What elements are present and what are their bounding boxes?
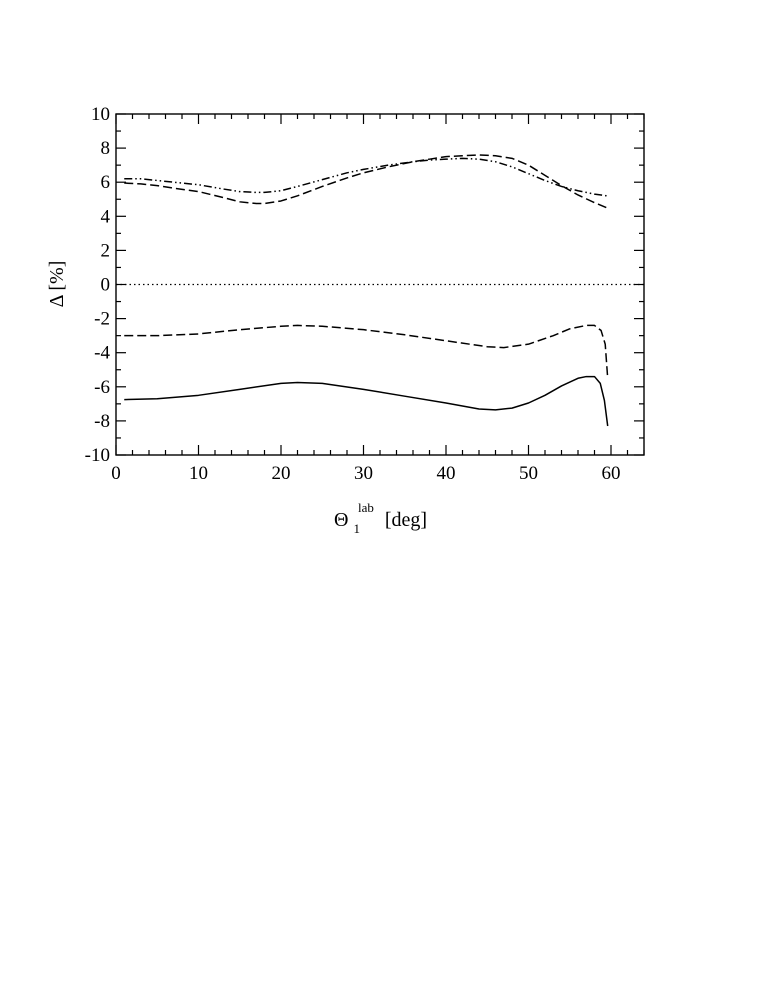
y-tick-label: -8	[94, 411, 110, 432]
y-tick-label: 8	[101, 138, 111, 159]
x-tick-label: 20	[272, 463, 291, 484]
series-line-5-solid	[124, 375, 609, 427]
axis-ticks	[115, 113, 645, 456]
x-axis-label-unit: [deg]	[385, 509, 427, 531]
y-tick-label: 10	[91, 104, 110, 125]
tick-labels: 0 10 20 30 40 50 60 -10 -8 -6 -4 -2 0 2 4 6 8 10	[85, 104, 621, 484]
y-tick-label: 0	[101, 275, 111, 296]
y-tick-label: -10	[85, 445, 110, 466]
y-tick-label: -2	[94, 309, 110, 330]
x-tick-label: 30	[354, 463, 373, 484]
y-tick-label: 6	[101, 172, 111, 193]
y-axis-label: Δ [%]	[46, 261, 68, 308]
y-tick-label: -4	[94, 343, 110, 364]
y-tick-label: -6	[94, 377, 110, 398]
y-tick-label: 2	[101, 240, 111, 261]
x-tick-label: 40	[437, 463, 456, 484]
series-line-2-dashed	[124, 154, 608, 209]
x-tick-label: 50	[519, 463, 538, 484]
x-axis-label-subscript: 1	[353, 521, 360, 536]
x-tick-label: 60	[602, 463, 621, 484]
x-axis-label-main: Θ	[334, 509, 348, 531]
series-line-1-dash-dot-dot	[124, 157, 607, 197]
y-tick-label: 4	[101, 206, 111, 227]
x-axis-label: Θ 1 lab [deg]	[334, 495, 427, 538]
plot-frame	[115, 113, 645, 456]
x-tick-label: 0	[111, 463, 121, 484]
plot-series	[116, 154, 644, 427]
series-line-4-dashed	[124, 324, 609, 379]
x-axis-label-superscript: lab	[358, 500, 374, 515]
x-tick-label: 10	[189, 463, 208, 484]
